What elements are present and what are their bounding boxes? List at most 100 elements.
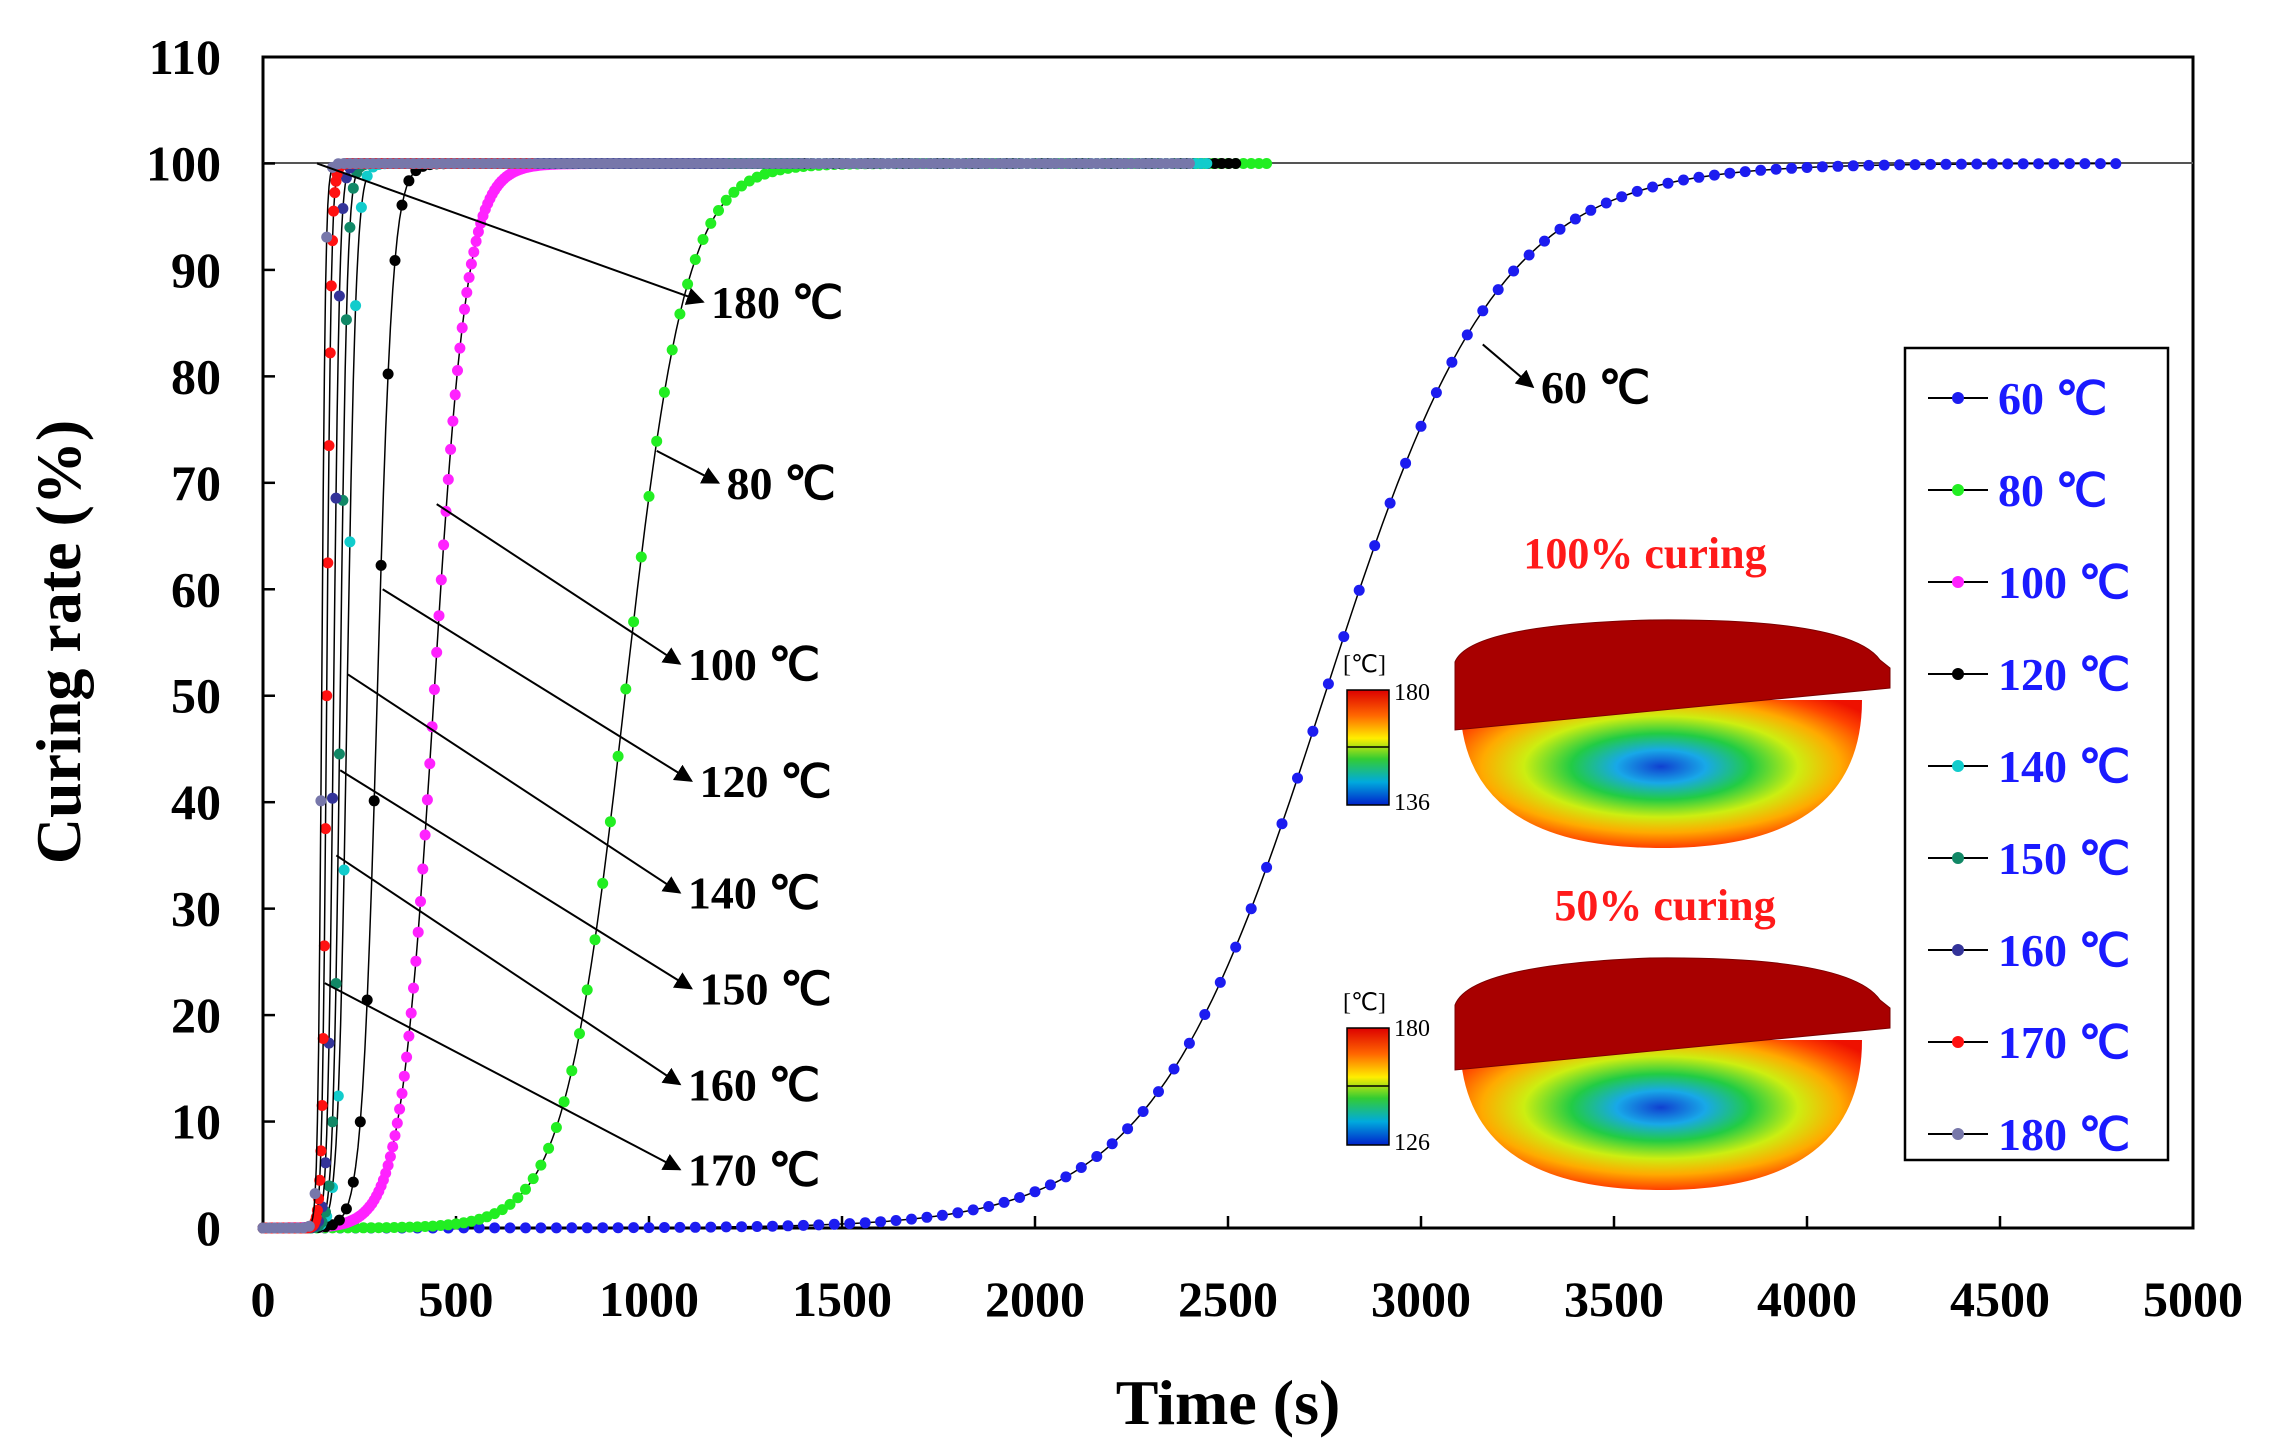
legend-entry: 160 ℃ — [1928, 925, 2130, 976]
data-point — [504, 1222, 516, 1234]
data-point — [1971, 158, 1983, 170]
data-point — [337, 203, 349, 214]
data-point — [389, 255, 401, 266]
data-point — [1199, 1009, 1211, 1020]
y-tick-label: 70 — [171, 455, 221, 511]
data-point — [527, 1173, 539, 1185]
data-point — [574, 1028, 585, 1040]
data-point — [550, 1122, 562, 1133]
annotation-arrow — [347, 673, 682, 894]
data-point — [303, 1220, 315, 1232]
data-point — [1261, 158, 1273, 169]
data-point — [1384, 497, 1396, 509]
data-point — [454, 342, 466, 354]
legend-label: 100 ℃ — [1998, 557, 2130, 608]
data-point — [612, 750, 624, 762]
data-point — [566, 1222, 578, 1234]
data-point — [323, 440, 335, 452]
data-point — [459, 303, 470, 315]
data-point — [442, 474, 454, 485]
colorbar-unit-100: [℃] — [1343, 652, 1386, 678]
legend-label: 80 ℃ — [1998, 465, 2107, 516]
data-point — [322, 557, 334, 569]
data-point — [1816, 161, 1828, 173]
data-point — [354, 1116, 366, 1128]
data-point — [628, 1222, 640, 1234]
x-tick-label: 4000 — [1757, 1271, 1857, 1327]
annotation-arrow — [1482, 343, 1535, 389]
data-point — [347, 182, 359, 194]
annotation-group: 180 ℃ 80 ℃ 100 ℃ 120 ℃ 140 ℃ 150 ℃ 160 ℃ 170 ℃ 6… — [316, 162, 1650, 1195]
legend-label: 180 ℃ — [1998, 1109, 2130, 1160]
data-point — [952, 1207, 964, 1219]
legend-label: 60 ℃ — [1998, 373, 2107, 424]
data-point — [1091, 1151, 1103, 1162]
colorbar-min-50: 126 — [1394, 1130, 1430, 1156]
data-point — [333, 748, 345, 760]
annotation-arrow — [339, 769, 693, 990]
legend-entry: 100 ℃ — [1928, 557, 2130, 608]
data-point — [438, 539, 450, 551]
y-axis-title: Curing rate (%) — [23, 420, 94, 864]
legend-marker — [1952, 668, 1964, 680]
data-point — [543, 1142, 555, 1154]
data-point — [347, 1176, 359, 1188]
data-point — [1508, 265, 1520, 277]
legend-entry: 170 ℃ — [1928, 1017, 2130, 1068]
data-point — [689, 254, 701, 265]
data-point — [327, 792, 338, 804]
data-point — [433, 610, 445, 622]
data-point — [320, 1157, 331, 1169]
data-point — [333, 1214, 345, 1226]
data-point — [1940, 158, 1952, 170]
data-point — [421, 794, 433, 806]
data-point — [412, 926, 424, 938]
data-point — [597, 877, 609, 889]
data-point — [424, 758, 436, 770]
data-point — [375, 559, 387, 571]
data-point — [1755, 164, 1767, 176]
data-point — [689, 1221, 701, 1233]
annotation-label: 180 ℃ — [711, 277, 843, 328]
data-point — [1585, 204, 1597, 216]
annotation-label: 160 ℃ — [688, 1059, 820, 1110]
plot-frame — [261, 55, 2195, 1230]
data-point — [512, 1192, 524, 1204]
data-point — [751, 1221, 763, 1232]
series-group — [257, 158, 2122, 1234]
data-point — [1647, 181, 1659, 193]
data-point — [1137, 1106, 1149, 1117]
y-tick-label: 60 — [171, 561, 221, 617]
data-point — [473, 1222, 485, 1234]
legend-entry: 80 ℃ — [1928, 465, 2107, 516]
data-point — [813, 1219, 825, 1231]
data-point — [566, 1065, 578, 1077]
data-point — [344, 221, 356, 233]
data-point — [666, 344, 678, 356]
data-point — [1909, 159, 1921, 171]
data-point — [496, 1204, 508, 1216]
data-point — [382, 368, 394, 380]
data-point — [1446, 356, 1458, 368]
data-point — [535, 1159, 547, 1171]
data-point — [1230, 158, 1242, 169]
data-point — [520, 1183, 531, 1195]
data-point — [355, 201, 367, 213]
annotation-arrow — [335, 854, 682, 1086]
x-axis: 0 500 1000 1500 2000 2500 3000 3500 4000 4500 5000 — [251, 1216, 2243, 1327]
data-point — [316, 1100, 328, 1111]
data-point — [415, 896, 426, 907]
bowl-body-100 — [1460, 700, 1862, 848]
y-tick-label: 10 — [171, 1094, 221, 1150]
y-tick-label: 30 — [171, 881, 221, 937]
y-axis: 0 10 20 30 40 50 60 70 80 90 100 110 — [146, 29, 275, 1256]
annotation-arrow — [436, 503, 682, 665]
data-point — [1122, 1123, 1134, 1135]
data-point — [1369, 540, 1381, 552]
data-point — [361, 170, 373, 182]
bowl-lid-100 — [1454, 619, 1891, 731]
data-point — [1292, 772, 1303, 784]
annotation-label: 120 ℃ — [699, 756, 831, 807]
data-point — [720, 1221, 732, 1233]
data-point — [1631, 185, 1643, 197]
